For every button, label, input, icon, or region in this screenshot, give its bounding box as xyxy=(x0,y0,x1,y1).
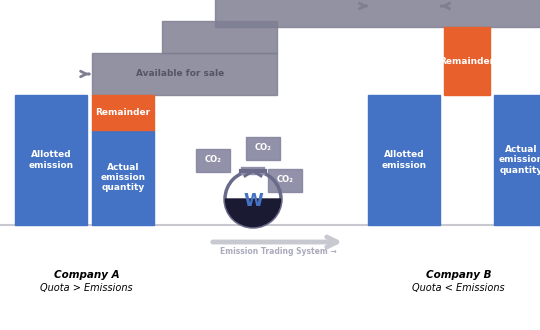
Text: Actual
emission
quantity: Actual emission quantity xyxy=(499,145,540,175)
Bar xyxy=(444,27,490,95)
Bar xyxy=(15,95,87,225)
Bar xyxy=(368,95,440,225)
Text: CO₂: CO₂ xyxy=(276,176,293,184)
Bar xyxy=(494,95,540,225)
Text: Allotted
emission: Allotted emission xyxy=(381,150,427,170)
Bar xyxy=(268,169,302,192)
Text: Quota > Emissions: Quota > Emissions xyxy=(40,283,133,293)
Text: CO₂: CO₂ xyxy=(205,155,221,164)
Text: Remainder: Remainder xyxy=(440,56,495,65)
Bar xyxy=(92,53,277,95)
Bar xyxy=(215,0,540,27)
Bar xyxy=(162,21,277,53)
Text: Emission Trading System →: Emission Trading System → xyxy=(220,248,336,256)
Text: W: W xyxy=(243,192,263,210)
Text: Company B: Company B xyxy=(426,270,491,280)
Bar xyxy=(196,149,230,172)
Text: Allotted
emission: Allotted emission xyxy=(29,150,73,170)
Text: Available for sale: Available for sale xyxy=(136,70,224,79)
Text: Actual
emission
quantity: Actual emission quantity xyxy=(100,163,146,192)
Bar xyxy=(246,137,280,160)
Text: Quota < Emissions: Quota < Emissions xyxy=(412,283,505,293)
Bar xyxy=(92,130,154,225)
Text: Company A: Company A xyxy=(53,270,119,280)
Text: CO₂: CO₂ xyxy=(254,144,272,152)
Wedge shape xyxy=(226,199,280,226)
Bar xyxy=(92,95,154,130)
Text: Remainder: Remainder xyxy=(96,108,151,117)
